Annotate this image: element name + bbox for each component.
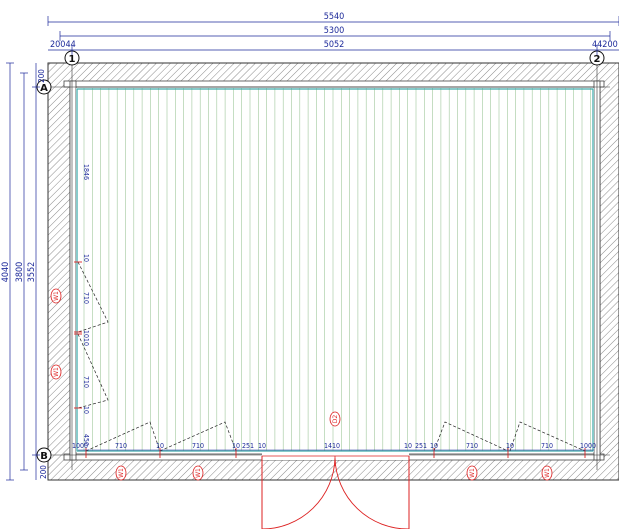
axis-label-2: 2	[594, 54, 601, 65]
dim-left-wall-6: 10	[82, 406, 90, 414]
window-tag-left-2-text: W1	[53, 367, 60, 377]
dim-bottom-wall-3: 10	[156, 442, 164, 450]
window-tag-bottom-3: W1	[466, 465, 478, 481]
floor-boards	[83, 88, 591, 451]
bottom-wall-window-markers	[85, 448, 586, 458]
window-tag-left-1-text: W1	[53, 291, 60, 301]
dim-bottom-wall-12: 710	[466, 442, 478, 450]
dim-left-inner: 3552	[27, 262, 37, 283]
door-swing-right	[334, 457, 409, 529]
door-swing-left	[261, 457, 336, 529]
top-dimensions	[47, 16, 619, 55]
dim-left-wall-1: 1846	[82, 164, 90, 180]
axis-bubble-1: 1	[64, 50, 80, 66]
dim-left-wall-2: 10	[82, 254, 90, 262]
left-wall-window-markers	[74, 261, 82, 409]
dim-left-second: 3800	[15, 262, 25, 283]
floor-area	[76, 88, 594, 452]
dim-top-inner: 5052	[324, 40, 345, 50]
dim-left-overall: 4040	[1, 262, 11, 283]
left-wall-dimension-texts: 1846 10 710 1010 710 10 450	[82, 164, 90, 446]
dim-bottom-wall-8: 1410	[324, 442, 340, 450]
left-window-tags: W1 W1	[50, 288, 62, 380]
door-tag-text: D2	[332, 415, 339, 424]
dim-top-left-offset: 20044	[50, 40, 76, 50]
dim-top-right-offset: 44200	[592, 40, 618, 50]
window-tag-left-1: W1	[50, 288, 62, 304]
dim-left-bottom-offset: 200	[39, 465, 48, 479]
top-beam	[63, 80, 605, 88]
inner-frame	[76, 88, 594, 452]
window-tag-bottom-1: W1	[115, 465, 127, 481]
bottom-wall-dimensions: 1000 710 10 710 10 251 10 1410 10 251 10 710 10 710 10…	[72, 442, 596, 451]
window-tag-bottom-2: W1	[192, 465, 204, 481]
bottom-wall-window-swings	[85, 421, 586, 452]
dim-bottom-wall-5: 10	[232, 442, 240, 450]
window-tag-bottom-3-text: W1	[469, 468, 476, 478]
left-beam	[69, 80, 77, 461]
dim-bottom-wall-14: 710	[541, 442, 553, 450]
bottom-window-tags: W1 W1 W1 W1	[115, 465, 553, 481]
axis-label-1: 1	[69, 54, 76, 65]
window-tag-bottom-2-text: W1	[195, 468, 202, 478]
door-tag: D2	[329, 411, 341, 427]
dim-bottom-wall-6: 251	[242, 442, 254, 450]
wall-outer-outline	[47, 62, 619, 481]
dim-bottom-wall-9: 10	[404, 442, 412, 450]
dim-bottom-wall-13: 10	[506, 442, 514, 450]
left-wall-window-swings	[77, 261, 109, 409]
dim-bottom-wall-15: 1000	[580, 442, 596, 450]
dim-left-wall-4: 1010	[82, 330, 90, 346]
dim-bottom-wall-11: 10	[430, 442, 438, 450]
dim-bottom-wall-4: 710	[192, 442, 204, 450]
dim-left-wall-7: 450	[82, 434, 90, 446]
dim-bottom-wall-7: 10	[258, 442, 266, 450]
dim-top-overall: 5540	[324, 12, 345, 22]
entrance-door	[261, 452, 410, 529]
axis-label-a: A	[40, 83, 48, 94]
axis-label-b: B	[40, 451, 48, 462]
window-tag-bottom-4-text: W1	[544, 468, 551, 478]
axis-lines	[40, 60, 610, 470]
window-tag-left-2: W1	[50, 364, 62, 380]
floor-fill	[76, 88, 594, 452]
dim-left-wall-3: 710	[82, 292, 90, 304]
dim-bottom-wall-1: 1000	[72, 442, 88, 450]
left-dimensions	[6, 62, 40, 481]
dim-left-top-offset: 200	[37, 69, 46, 83]
window-tag-bottom-4: W1	[541, 465, 553, 481]
dim-bottom-wall-2: 710	[115, 442, 127, 450]
window-tag-bottom-1-text: W1	[118, 468, 125, 478]
dim-bottom-wall-10: 251	[415, 442, 427, 450]
dim-left-wall-5: 710	[82, 376, 90, 388]
dim-top-second: 5300	[324, 26, 345, 36]
